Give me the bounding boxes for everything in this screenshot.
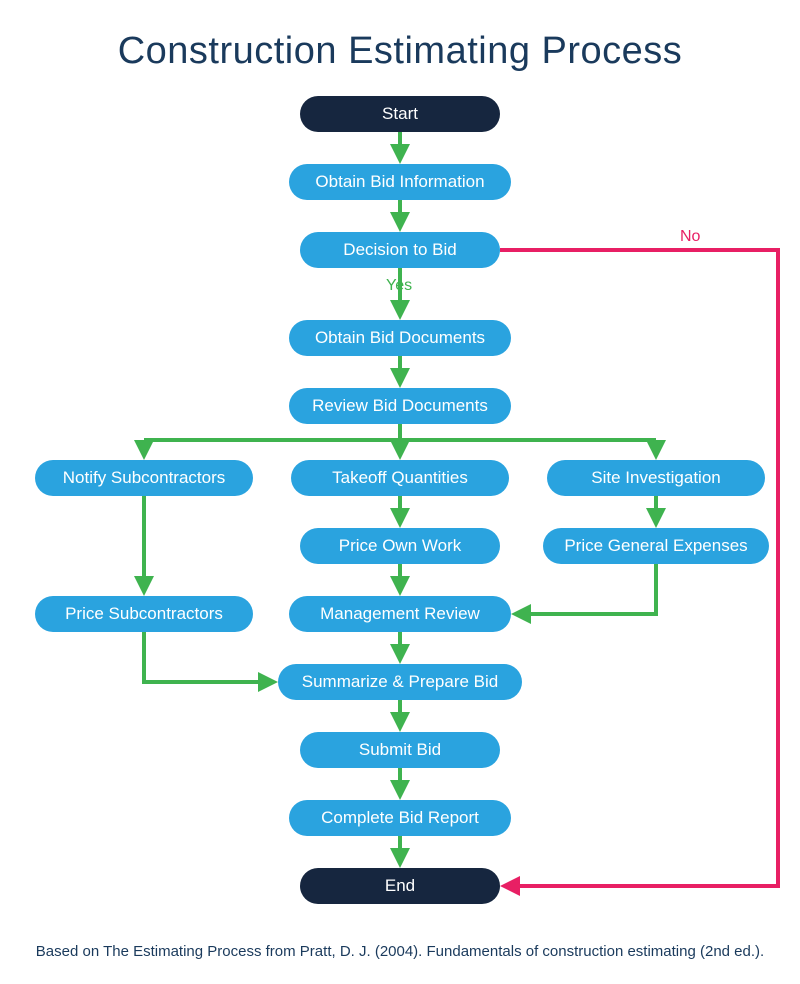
- node-decision: Decision to Bid: [300, 232, 500, 268]
- footer-citation: Based on The Estimating Process from Pra…: [0, 943, 800, 960]
- node-label: Complete Bid Report: [321, 808, 479, 828]
- node-label: Review Bid Documents: [312, 396, 488, 416]
- node-label: Decision to Bid: [343, 240, 456, 260]
- node-site_inv: Site Investigation: [547, 460, 765, 496]
- edge-decision-no: [500, 250, 778, 886]
- edge-review_docs: [144, 424, 656, 456]
- edge-price_gen: [515, 564, 656, 614]
- node-complete: Complete Bid Report: [289, 800, 511, 836]
- node-label: Price General Expenses: [564, 536, 747, 556]
- node-label: Obtain Bid Information: [315, 172, 484, 192]
- node-review_docs: Review Bid Documents: [289, 388, 511, 424]
- node-takeoff: Takeoff Quantities: [291, 460, 509, 496]
- node-label: Takeoff Quantities: [332, 468, 468, 488]
- node-label: Notify Subcontractors: [63, 468, 226, 488]
- node-summarize: Summarize & Prepare Bid: [278, 664, 522, 700]
- node-label: Price Own Work: [339, 536, 462, 556]
- node-notify_sub: Notify Subcontractors: [35, 460, 253, 496]
- node-start: Start: [300, 96, 500, 132]
- node-label: Summarize & Prepare Bid: [302, 672, 499, 692]
- node-obtain_docs: Obtain Bid Documents: [289, 320, 511, 356]
- page-title: Construction Estimating Process: [0, 0, 800, 73]
- node-label: Obtain Bid Documents: [315, 328, 485, 348]
- edge-label-yes: Yes: [386, 277, 412, 295]
- node-obtain_info: Obtain Bid Information: [289, 164, 511, 200]
- node-label: Price Subcontractors: [65, 604, 223, 624]
- node-price_sub: Price Subcontractors: [35, 596, 253, 632]
- node-label: Management Review: [320, 604, 480, 624]
- node-label: Submit Bid: [359, 740, 441, 760]
- edge-label-no: No: [680, 228, 700, 246]
- node-submit: Submit Bid: [300, 732, 500, 768]
- node-end: End: [300, 868, 500, 904]
- node-label: Start: [382, 104, 418, 124]
- edge-price_sub: [144, 632, 274, 682]
- node-mgmt_rev: Management Review: [289, 596, 511, 632]
- node-label: End: [385, 876, 415, 896]
- node-label: Site Investigation: [591, 468, 720, 488]
- node-price_gen: Price General Expenses: [543, 528, 769, 564]
- node-price_own: Price Own Work: [300, 528, 500, 564]
